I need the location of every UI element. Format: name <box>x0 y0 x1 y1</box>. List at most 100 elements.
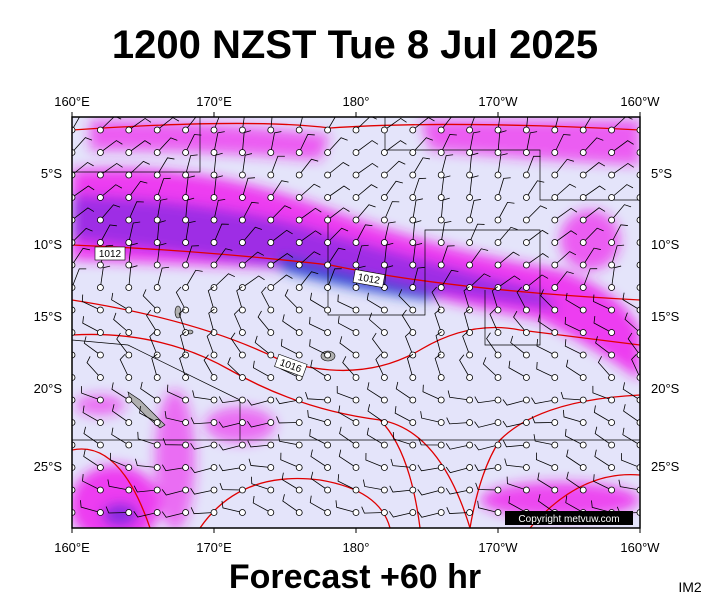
barb-station <box>352 216 360 224</box>
barb-station <box>409 216 417 224</box>
barb-station <box>238 126 246 134</box>
barb <box>72 489 73 490</box>
barb-station <box>295 464 303 471</box>
barb <box>593 294 612 311</box>
barb <box>327 185 351 198</box>
barb-station <box>579 329 587 336</box>
barb <box>611 204 632 221</box>
barb-station <box>352 284 360 291</box>
barb-station <box>551 306 559 314</box>
barb-station <box>380 486 388 494</box>
barb <box>565 495 584 513</box>
barb-station <box>352 351 360 359</box>
barb-station <box>238 239 246 246</box>
barb <box>531 416 555 424</box>
barb-station <box>494 351 502 359</box>
barb <box>339 336 357 356</box>
barb-station <box>437 374 445 381</box>
barb <box>276 416 300 424</box>
barb-station <box>579 171 587 179</box>
barb <box>72 247 90 266</box>
barb <box>621 453 640 468</box>
barb-station <box>608 194 615 201</box>
barb-station <box>437 284 445 291</box>
barb-station <box>210 171 218 179</box>
barb <box>140 381 158 401</box>
barb-station <box>97 239 104 246</box>
barb-station <box>153 419 161 426</box>
barb <box>83 426 101 446</box>
barb-station <box>210 486 218 494</box>
barb-station <box>295 126 303 134</box>
barb <box>270 274 293 288</box>
barb-station <box>125 126 133 134</box>
barb-station <box>608 464 615 471</box>
barb <box>497 153 508 176</box>
barb-station <box>608 126 615 134</box>
barb-station <box>153 171 161 179</box>
barb-station <box>97 509 104 516</box>
barb <box>109 452 129 468</box>
barb <box>623 404 640 423</box>
barb-station <box>125 239 133 246</box>
barb-station <box>466 441 474 449</box>
barb <box>270 131 282 153</box>
barb-station <box>97 171 104 179</box>
barb-station <box>182 149 190 156</box>
barb <box>247 420 271 428</box>
barb <box>445 487 470 495</box>
barb <box>282 314 300 333</box>
barb-station <box>97 149 104 156</box>
barb <box>417 489 442 496</box>
barb-station <box>153 216 161 224</box>
barb <box>72 512 73 513</box>
barb <box>554 251 577 266</box>
barb <box>327 162 350 176</box>
barb <box>100 204 121 221</box>
barb <box>327 268 342 288</box>
barb <box>440 154 454 176</box>
barb-station <box>295 261 303 269</box>
barb <box>463 286 470 311</box>
barb-station <box>608 306 615 314</box>
barb <box>562 409 584 423</box>
barb <box>236 286 243 311</box>
barb-station <box>97 486 104 494</box>
barb-station <box>608 374 615 381</box>
barb <box>582 185 606 198</box>
barb-station <box>494 464 502 471</box>
lat-label-right: 15°S <box>651 309 680 324</box>
barb-station <box>238 171 246 179</box>
barb-station <box>267 194 275 201</box>
barb <box>475 482 499 491</box>
barb <box>502 420 527 428</box>
barb <box>554 117 559 131</box>
barb-station <box>97 396 104 404</box>
barb-station <box>125 486 133 494</box>
barb-station <box>409 486 417 494</box>
barb-station <box>608 149 615 156</box>
axis-labels: 160°E 170°E 180° 170°W 160°W 160°E 170°E 180° 17… <box>34 94 680 555</box>
barb <box>554 230 578 243</box>
barb-station <box>153 374 161 381</box>
barb <box>526 155 541 176</box>
barb-station <box>494 194 502 201</box>
barb <box>434 308 442 333</box>
barb-station <box>437 126 445 134</box>
barb <box>594 449 612 468</box>
isobar-label: 1012 <box>99 249 122 260</box>
barb <box>508 360 527 378</box>
barb <box>185 220 196 243</box>
barb-station <box>125 171 133 179</box>
barb <box>489 308 499 333</box>
barb <box>627 332 640 356</box>
barb-station <box>523 261 530 269</box>
barb <box>179 353 186 378</box>
barb <box>270 205 292 221</box>
barb-station <box>153 486 161 494</box>
barb <box>368 312 385 333</box>
barb-station <box>466 261 474 269</box>
barb-station <box>125 374 133 381</box>
barb-station <box>267 126 275 134</box>
barb-station <box>352 509 360 516</box>
